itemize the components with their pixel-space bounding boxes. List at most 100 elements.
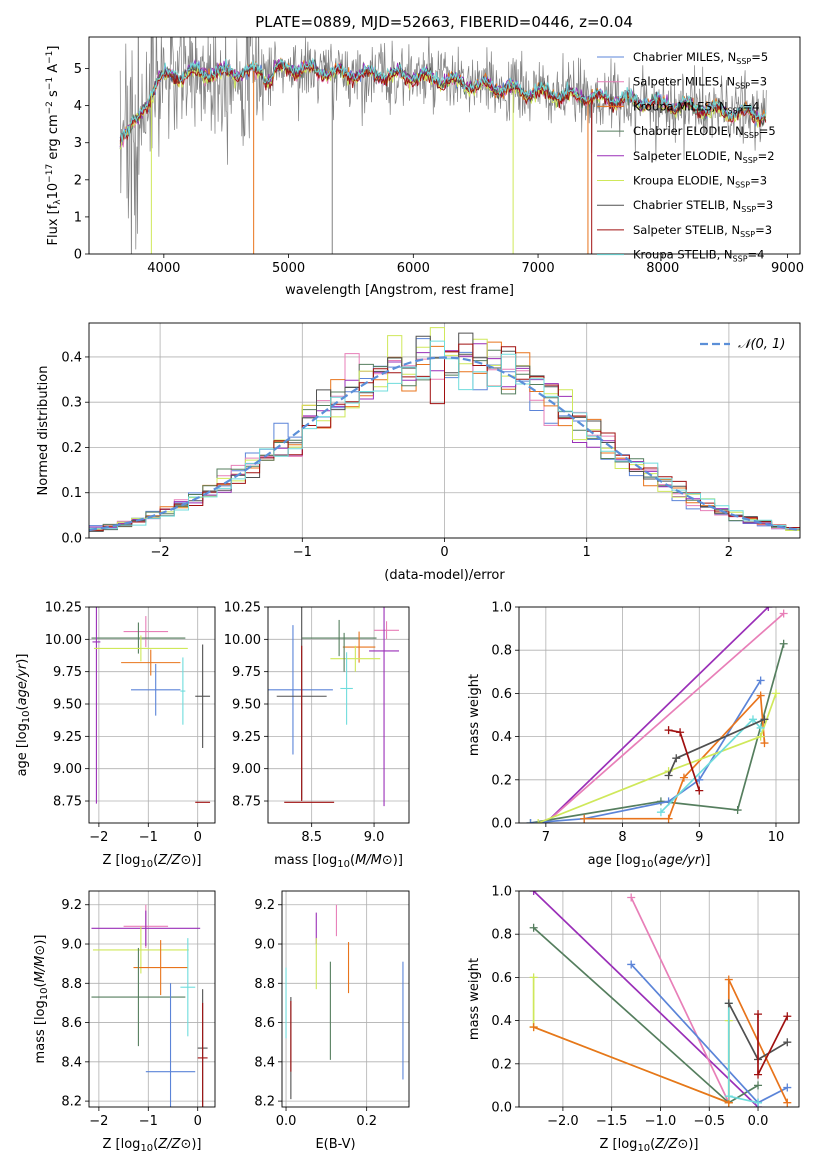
x-tick-label: 4000 [147,261,180,276]
weight-marker-salp_elodie [764,607,773,611]
weight-marker-krou_miles [724,975,733,984]
x-tick-label: 2 [725,545,733,560]
age_vs_mass-panel: 8.5 9.0 8.75 9.00 9.25 9.50 9.75 10.00 10.25 mass… [224,601,410,870]
weight-marker-krou_miles [664,814,673,823]
weight-marker-salp_stelib [676,728,685,737]
weight-marker-krou_stelib [748,715,757,724]
x-tick-label: 9000 [771,261,804,276]
y-tick-label: 9.00 [53,762,82,777]
weight-marker-krou_elodie [529,973,538,982]
weight-marker-salp_stelib [754,1070,763,1079]
mass_vs_EBV-panel: 0.0 0.2 8.2 8.4 8.6 8.8 9.0 9.2 E(B-V) [254,890,410,1152]
y-axis-label: Flux [fλ10−17 erg cm−2 s−1 A−1] [45,46,63,246]
axes-frame [88,890,216,1108]
y-tick-label: 0.8 [491,644,512,659]
legend-label-normal: 𝒩(0, 1) [738,337,785,352]
weight-marker-salp_stelib [754,1010,763,1019]
weight-line-krou_miles [584,693,766,820]
x-tick-label: −2 [89,1114,108,1129]
weight-marker-salp_stelib [783,1012,792,1021]
y-tick-label: 9.00 [232,762,261,777]
y-tick-label: 0.4 [61,350,82,365]
age_vs_mass-data [268,607,400,807]
spectrum-panel: 4000 5000 6000 7000 8000 9000 0 1 2 3 4 5 wavelength… [45,36,804,298]
y-tick-label: 9.75 [232,665,261,680]
normal-curve [89,356,800,532]
y-tick-label: 8.4 [61,1055,82,1070]
y-axis-label: mass weight [467,958,482,1040]
y-tick-label: 0.4 [491,730,512,745]
spectrum-legend: Chabrier MILES, NSSP=5 Salpeter MILES, NS… [597,50,776,264]
y-tick-label: 10.25 [224,601,261,616]
y-tick-label: 8.75 [53,795,82,810]
y-tick-label: 9.25 [232,730,261,745]
y-tick-label: 8.6 [61,1016,82,1031]
weight-marker-chab_miles [783,1083,792,1092]
legend-label-krou_elodie: Kroupa ELODIE, NSSP=3 [633,174,767,190]
x-tick-label: 6000 [397,261,430,276]
weight-marker-krou_stelib [756,723,765,732]
weight-line-salp_miles [545,612,785,823]
y-tick-label: 10.00 [45,633,82,648]
weight-marker-chab_elodie [733,806,742,815]
histogram-data [89,327,800,532]
weight_vs_Z-data [529,891,792,1107]
x-axis-label: mass [log10(M/M⊙)] [274,853,403,870]
axes-frame [281,890,410,1108]
y-tick-label: 0.2 [61,441,82,456]
weight_vs_Z-panel: −2.0 −1.5 −1.0 −0.5 0.0 0.0 0.2 0.4 0.6 0.8 1.0 mas… [467,885,800,1154]
weight-marker-salp_elodie [529,891,538,895]
x-axis-label: Z [log10(Z/Z⊙)] [103,1137,202,1154]
weight-marker-chab_elodie [754,1081,763,1090]
legend-label-chab_stelib: Chabrier STELIB, NSSP=3 [633,198,773,214]
weight-marker-chab_elodie [529,923,538,932]
y-tick-label: 0.2 [491,773,512,788]
weight-marker-chab_elodie [779,639,788,648]
weight-marker-krou_stelib [656,808,665,817]
legend-label-salp_elodie: Salpeter ELODIE, NSSP=2 [633,149,775,165]
y-tick-label: 8.75 [232,795,261,810]
weight-line-krou_elodie [537,693,777,823]
x-tick-label: 1 [583,545,591,560]
model-spectrum-salp_stelib [119,62,767,143]
weight-marker-chab_stelib [760,715,769,724]
x-tick-label: −1 [293,545,312,560]
x-axis-label: wavelength [Angstrom, rest frame] [285,283,514,298]
x-tick-label: 0.0 [748,1114,769,1129]
mass_vs_EBV-data [285,904,404,1100]
y-tick-label: 0.6 [491,687,512,702]
y-tick-label: 9.25 [53,730,82,745]
axes-frame [88,322,801,539]
weight-line-salp_elodie [545,607,769,823]
x-tick-label: 0 [440,545,448,560]
y-tick-label: 9.75 [53,665,82,680]
weight-marker-salp_stelib [695,786,704,795]
weight-line-salp_miles [630,897,730,1104]
weight-marker-chab_stelib [664,771,673,780]
x-tick-label: −2 [89,830,108,845]
x-tick-label: 8.5 [301,830,322,845]
weight_vs_age-data [526,607,788,823]
weight-marker-krou_elodie [771,689,780,698]
y-tick-label: 9.50 [232,698,261,713]
y-tick-label: 1.0 [491,885,512,900]
age_vs_Z-panel: −2 −1 0 8.75 9.00 9.25 9.50 9.75 10.00 10.25 Z [lo… [15,601,216,870]
figure-title: PLATE=0889, MJD=52663, FIBERID=0446, z=0… [255,13,633,31]
y-tick-label: 5 [74,62,82,77]
y-tick-label: 8.4 [254,1055,275,1070]
y-tick-label: 10.00 [224,633,261,648]
weight-line-chab_elodie [533,927,759,1104]
y-tick-label: 9.2 [61,898,82,913]
observed-spectrum-line [119,37,767,254]
y-axis-label: Normed distribution [36,366,51,496]
weight-marker-chab_elodie [656,797,665,806]
weight-marker-krou_miles [783,1098,792,1107]
y-tick-label: 0.0 [491,1101,512,1116]
x-tick-label: −0.5 [693,1114,725,1129]
y-tick-label: 8.8 [61,977,82,992]
y-tick-label: 0.2 [491,1057,512,1072]
x-axis-label: E(B-V) [315,1137,355,1152]
y-tick-label: 0.1 [61,486,82,501]
y-tick-label: 0.0 [491,817,512,832]
